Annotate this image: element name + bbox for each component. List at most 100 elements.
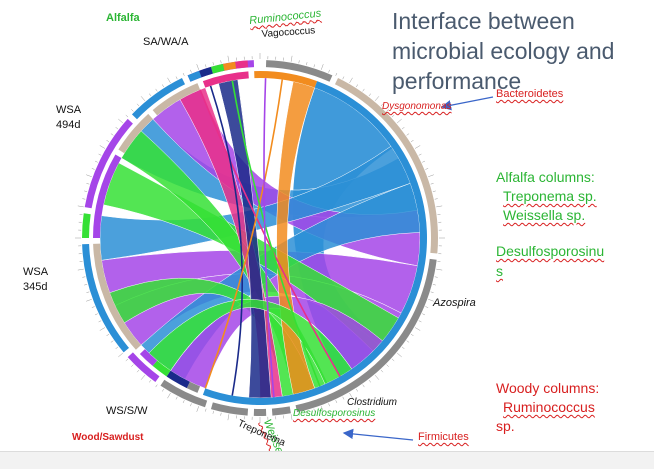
tick-mark: [411, 334, 414, 336]
tick-mark: [356, 389, 358, 392]
taxon-label-desulfosporosinus: Desulfosporosinus: [293, 409, 375, 419]
tick-mark: [321, 64, 323, 70]
sawa-band-3: [223, 62, 236, 71]
tick-mark: [329, 70, 330, 73]
tick-mark: [100, 328, 105, 331]
tick-mark: [99, 154, 102, 155]
tick-mark: [402, 347, 404, 349]
tick-mark: [131, 109, 133, 111]
tick-mark: [375, 375, 379, 380]
tick-mark: [422, 314, 425, 315]
tick-mark: [425, 307, 428, 308]
tick-mark: [162, 389, 164, 392]
tick-mark: [291, 414, 292, 420]
tick-mark: [419, 321, 422, 322]
tick-mark: [205, 409, 206, 412]
tick-mark: [162, 85, 164, 88]
tick-mark: [407, 341, 409, 343]
firmicutes-arrow: [344, 433, 413, 440]
group-label-wsa345-a: WSA: [23, 267, 48, 278]
note-weissella: Weissella sp.: [503, 206, 585, 225]
tick-mark: [131, 365, 133, 367]
tick-mark: [78, 206, 84, 207]
tick-mark: [213, 411, 214, 414]
annotation-firmicutes: Firmicutes: [418, 432, 469, 443]
group-label-wsa494-a: WSA: [56, 105, 81, 116]
tick-mark: [137, 104, 139, 106]
tick-mark: [126, 359, 128, 361]
tick-mark: [381, 370, 383, 372]
tick-mark: [356, 85, 358, 88]
tick-mark: [314, 64, 315, 67]
tick-mark: [116, 347, 118, 349]
tick-mark: [336, 400, 337, 403]
tick-mark: [336, 73, 337, 76]
note-treponema: Treponema sp.: [503, 187, 597, 206]
outer-segment-9: [82, 213, 91, 238]
tick-mark: [156, 385, 158, 387]
sawa-band-0: [188, 71, 202, 82]
tick-mark: [419, 154, 422, 155]
tick-mark: [433, 191, 436, 192]
tick-mark: [176, 77, 177, 80]
tick-mark: [78, 269, 84, 270]
tick-mark: [433, 284, 436, 285]
tick-mark: [111, 134, 113, 136]
tick-mark: [118, 353, 123, 357]
outer-segment-4: [254, 409, 266, 416]
tick-mark: [118, 119, 123, 123]
bottom-bar: [0, 451, 654, 469]
note-desulfosporosinus-a: Desulfosporosinu: [496, 242, 604, 261]
tick-mark: [435, 277, 438, 278]
note-woody-columns: Woody columns:: [496, 379, 599, 398]
tick-mark: [86, 299, 92, 301]
tick-mark: [228, 414, 229, 420]
group-label-wsa345-b: 345d: [23, 282, 47, 293]
tick-mark: [190, 403, 191, 406]
tick-mark: [183, 73, 184, 76]
tick-mark: [84, 191, 87, 192]
group-label-alfalfa: Alfalfa: [106, 13, 140, 24]
tick-mark: [392, 359, 394, 361]
tick-mark: [350, 78, 353, 83]
tick-mark: [205, 64, 206, 67]
tick-mark: [116, 127, 118, 129]
sawa-band-4: [235, 60, 248, 68]
outer-segment-3: [272, 406, 291, 415]
tick-mark: [402, 127, 404, 129]
tick-mark: [435, 199, 438, 200]
tick-mark: [397, 353, 402, 357]
tick-mark: [82, 199, 85, 200]
tick-mark: [306, 62, 307, 65]
tick-mark: [86, 183, 89, 184]
tick-mark: [84, 284, 87, 285]
tick-mark: [190, 70, 191, 73]
tick-mark: [369, 94, 371, 96]
note-ruminococcus: Ruminococcus: [503, 398, 595, 417]
tick-mark: [111, 341, 113, 343]
note-desulfosporosinus-b: s: [496, 262, 503, 281]
tick-mark: [392, 115, 394, 117]
taxon-label-azospira: Azospira: [433, 298, 476, 309]
tick-mark: [415, 146, 420, 149]
tick-mark: [141, 96, 145, 101]
tick-mark: [407, 134, 409, 136]
sawa-band-2: [211, 64, 225, 74]
tick-mark: [82, 277, 85, 278]
tick-mark: [213, 62, 214, 65]
taxon-label-clostridium: Clostridium: [347, 398, 397, 408]
tick-mark: [387, 365, 389, 367]
tick-mark: [369, 380, 371, 382]
tick-mark: [228, 56, 229, 62]
tick-mark: [183, 400, 184, 403]
outer-segment-5: [211, 402, 248, 415]
tick-mark: [86, 175, 92, 177]
tick-mark: [363, 385, 365, 387]
tick-mark: [431, 183, 434, 184]
tick-mark: [431, 292, 434, 293]
tick-mark: [86, 292, 89, 293]
tick-mark: [343, 397, 344, 400]
tick-mark: [100, 146, 105, 149]
tick-mark: [107, 334, 110, 336]
tick-mark: [197, 406, 199, 412]
